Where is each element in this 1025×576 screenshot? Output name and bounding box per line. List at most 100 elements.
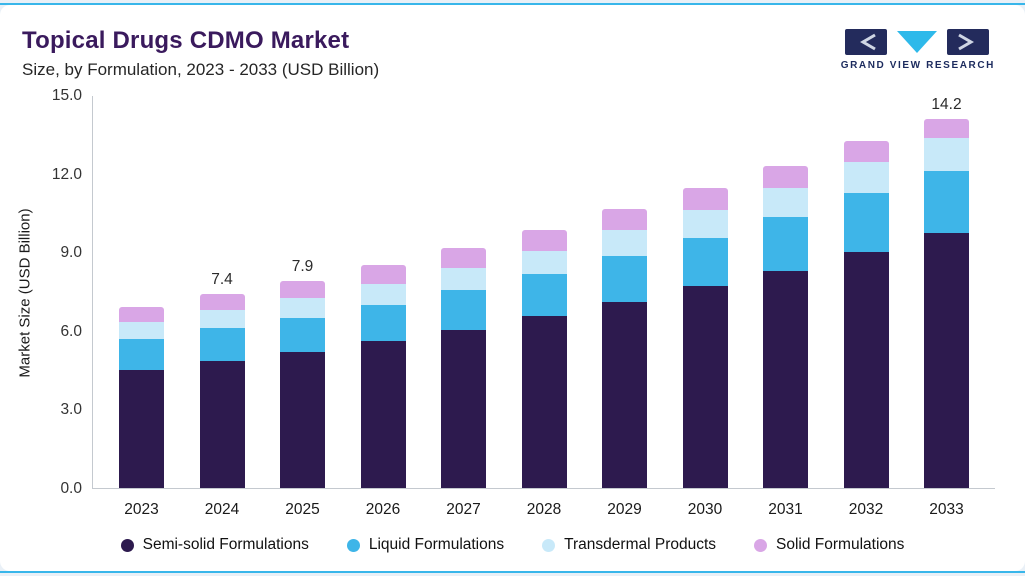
bottom-accent-line bbox=[0, 571, 1025, 573]
chart-subtitle: Size, by Formulation, 2023 - 2033 (USD B… bbox=[22, 60, 380, 79]
bar-segment-2023 bbox=[119, 338, 164, 371]
bar-group-2030: 2030 bbox=[682, 96, 728, 518]
y-tick-label: 6.0 bbox=[60, 322, 82, 340]
legend-item: Transdermal Products bbox=[542, 536, 716, 554]
bar-segment-2032 bbox=[843, 193, 889, 253]
stacked-bar-chart: Market Size (USD Billion) 0.0 3.0 6.0 9.0 12… bbox=[12, 87, 995, 518]
bar-total-label: 7.4 bbox=[211, 271, 233, 289]
bar-segment-2025 bbox=[280, 351, 325, 488]
bar-segment-2023 bbox=[119, 307, 164, 322]
bar-segment-2024 bbox=[199, 328, 245, 361]
bar-segment-2029 bbox=[602, 301, 647, 488]
x-tick-label: 2032 bbox=[848, 501, 884, 518]
bar-segment-2033 bbox=[924, 119, 969, 139]
bar-segment-2026 bbox=[360, 283, 406, 305]
bar-group-2027: 2027 bbox=[441, 96, 486, 518]
bar-group-2023: 2023 bbox=[119, 96, 164, 518]
legend-item: Solid Formulations bbox=[754, 536, 904, 554]
bar-segment-2024 bbox=[199, 309, 245, 329]
bar-segment-2028 bbox=[521, 316, 567, 488]
bar-segment-2031 bbox=[763, 270, 808, 488]
bar-total-label: 7.9 bbox=[291, 258, 314, 276]
legend-swatch-icon bbox=[754, 538, 768, 552]
legend-item: Semi-solid Formulations bbox=[120, 536, 309, 554]
bar-segment-2031 bbox=[763, 165, 808, 189]
y-axis-ticks: 0.0 3.0 6.0 9.0 12.0 15.0 bbox=[38, 87, 92, 497]
bar-segment-2028 bbox=[521, 274, 567, 317]
bar-segment-2027 bbox=[441, 329, 486, 488]
y-tick-label: 15.0 bbox=[51, 87, 82, 104]
bar-segment-2025 bbox=[280, 281, 325, 299]
legend: Semi-solid Formulations Liquid Formulatio… bbox=[0, 536, 1025, 554]
bar-group-2029: 2029 bbox=[602, 96, 647, 518]
bar-segment-2031 bbox=[763, 188, 808, 217]
chart-header: Topical Drugs CDMO Market Size, by Formu… bbox=[0, 5, 1025, 80]
bar-group-2033: 14.2 2033 bbox=[924, 96, 969, 518]
x-tick-label: 2031 bbox=[768, 501, 803, 518]
grand-view-research-logo-icon bbox=[845, 29, 990, 55]
bar-segment-2028 bbox=[521, 250, 567, 275]
x-tick-label: 2030 bbox=[687, 501, 723, 518]
x-tick-label: 2024 bbox=[204, 501, 240, 518]
bar-segment-2033 bbox=[924, 138, 969, 171]
title-block: Topical Drugs CDMO Market Size, by Formu… bbox=[22, 27, 379, 80]
bar-segment-2031 bbox=[763, 216, 808, 271]
legend-swatch-icon bbox=[120, 538, 134, 552]
bar-segment-2030 bbox=[682, 188, 728, 211]
top-accent-line bbox=[0, 3, 1025, 5]
y-tick-label: 3.0 bbox=[60, 401, 82, 419]
bar-segment-2026 bbox=[360, 304, 406, 342]
y-tick-label: 9.0 bbox=[60, 244, 82, 262]
bar-segment-2026 bbox=[360, 265, 406, 284]
bar-segment-2032 bbox=[843, 161, 889, 194]
x-tick-label: 2028 bbox=[526, 501, 562, 518]
x-tick-label: 2026 bbox=[365, 501, 401, 518]
bar-group-2031: 2031 bbox=[763, 96, 808, 518]
legend-swatch-icon bbox=[542, 538, 556, 552]
bar-segment-2028 bbox=[521, 229, 567, 251]
bar-segment-2030 bbox=[682, 210, 728, 238]
bar-segment-2033 bbox=[924, 170, 969, 234]
bar-segment-2023 bbox=[119, 321, 164, 339]
x-tick-label: 2033 bbox=[929, 501, 964, 518]
bar-segment-2024 bbox=[199, 360, 245, 488]
legend-item: Liquid Formulations bbox=[346, 536, 505, 554]
bar-group-2032: 2032 bbox=[843, 96, 889, 518]
bar-segment-2025 bbox=[280, 317, 325, 352]
x-tick-label: 2023 bbox=[124, 501, 159, 518]
bar-segment-2024 bbox=[199, 294, 245, 310]
chart-title: Topical Drugs CDMO Market bbox=[22, 27, 350, 54]
bar-segment-2033 bbox=[924, 233, 969, 488]
legend-label: Solid Formulations bbox=[776, 536, 905, 553]
legend-label: Transdermal Products bbox=[564, 536, 717, 553]
legend-swatch-icon bbox=[346, 538, 360, 552]
bar-segment-2027 bbox=[441, 290, 486, 330]
bar-total-label: 14.2 bbox=[931, 96, 962, 113]
bar-segment-2032 bbox=[843, 252, 889, 488]
y-axis-label: Market Size (USD Billion) bbox=[16, 207, 34, 378]
y-tick-label: 0.0 bbox=[60, 480, 82, 497]
bar-segment-2023 bbox=[119, 370, 164, 488]
y-axis-label-wrap: Market Size (USD Billion) bbox=[12, 96, 38, 489]
legend-label: Liquid Formulations bbox=[368, 536, 505, 553]
bar-group-2028: 2028 bbox=[521, 96, 567, 518]
x-tick-label: 2025 bbox=[285, 501, 320, 518]
bar-group-2026: 2026 bbox=[360, 96, 406, 518]
bar-segment-2029 bbox=[602, 229, 647, 257]
bar-segment-2025 bbox=[280, 298, 325, 318]
bar-segment-2027 bbox=[441, 267, 486, 291]
chart-card: Topical Drugs CDMO Market Size, by Formu… bbox=[0, 5, 1025, 571]
plot-area: 2023 7.4 2024 7.9 2025 2026 2027 2028 2029 2030 20… bbox=[92, 96, 995, 518]
bar-group-2024: 7.4 2024 bbox=[199, 96, 245, 518]
bar-segment-2030 bbox=[682, 286, 728, 488]
x-tick-label: 2029 bbox=[607, 501, 642, 518]
brand-logo: GRAND VIEW RESEARCH bbox=[841, 29, 995, 71]
x-tick-label: 2027 bbox=[446, 501, 481, 518]
legend-label: Semi-solid Formulations bbox=[142, 536, 309, 553]
bar-segment-2027 bbox=[441, 248, 486, 268]
bar-group-2025: 7.9 2025 bbox=[280, 96, 325, 518]
y-tick-label: 12.0 bbox=[51, 165, 82, 183]
bar-segment-2029 bbox=[602, 256, 647, 302]
bar-segment-2032 bbox=[843, 140, 889, 162]
bar-segment-2029 bbox=[602, 209, 647, 230]
